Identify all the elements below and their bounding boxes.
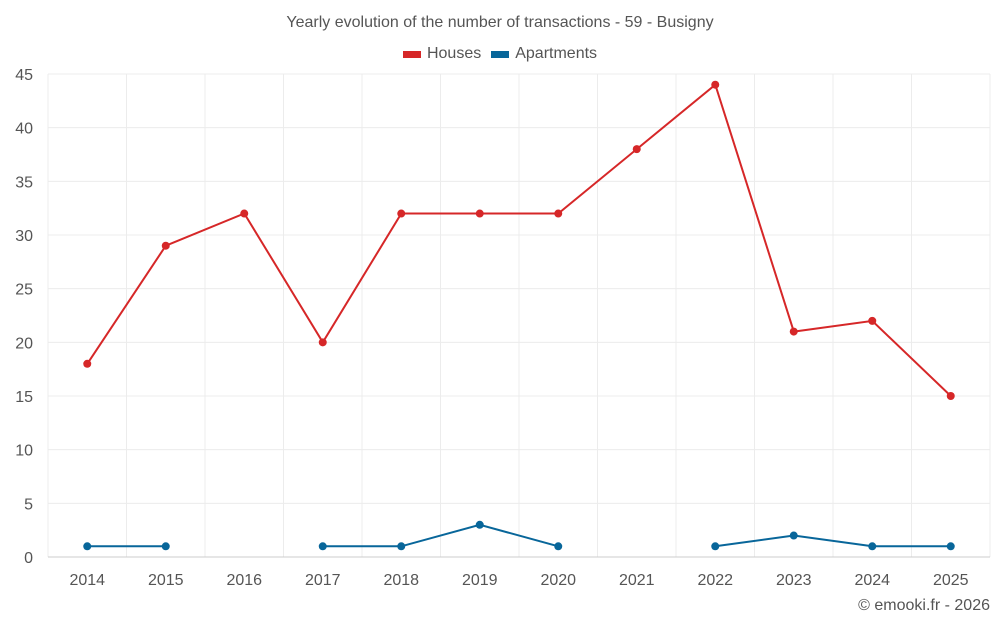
legend-item-apartments[interactable]: Apartments [491,45,597,63]
x-tick-label: 2019 [462,572,498,589]
data-point-houses [397,209,406,218]
y-tick-label: 15 [15,389,33,406]
data-point-apartments [789,531,798,540]
data-point-apartments [475,520,484,529]
x-tick-label: 2018 [383,572,419,589]
data-point-apartments [868,542,877,551]
series-line-houses [86,82,952,397]
data-point-houses [240,209,249,218]
legend-label-houses: Houses [426,45,482,62]
data-point-apartments [83,542,92,551]
credit-text: © emooki.fr - 2026 [858,597,990,614]
data-point-houses [83,359,92,368]
x-tick-label: 2021 [619,572,655,589]
series-line-apartments [322,523,559,548]
data-point-apartments [161,542,170,551]
data-point-apartments [946,542,955,551]
x-tick-label: 2017 [305,572,341,589]
data-point-houses [554,209,563,218]
series-line-apartments [715,534,951,548]
data-point-apartments [554,542,563,551]
x-tick-label: 2020 [540,572,576,589]
legend-item-houses[interactable]: Houses [402,45,482,63]
y-tick-label: 25 [15,282,33,299]
y-tick-label: 10 [15,443,33,460]
x-tick-label: 2024 [854,572,890,589]
data-point-houses [475,209,484,218]
legend-swatch-houses [402,50,421,58]
data-point-houses [318,338,327,347]
y-tick-label: 5 [24,496,33,513]
y-tick-label: 35 [15,174,33,191]
data-point-apartments [397,542,406,551]
data-point-houses [632,145,641,154]
y-tick-label: 40 [15,121,33,138]
data-point-apartments [711,542,720,551]
data-point-houses [789,327,798,336]
chart-title: Yearly evolution of the number of transa… [286,14,714,31]
y-tick-label: 0 [24,550,33,567]
legend: Houses Apartments [0,45,1000,63]
x-tick-label: 2015 [148,572,184,589]
x-tick-label: 2023 [776,572,812,589]
x-tick-label: 2022 [697,572,733,589]
legend-label-apartments: Apartments [515,45,598,62]
y-tick-label: 45 [15,67,33,84]
data-point-houses [711,80,720,89]
x-tick-label: 2014 [69,572,105,589]
data-point-houses [161,241,170,250]
data-point-apartments [318,542,327,551]
x-tick-label: 2025 [933,572,969,589]
data-point-houses [868,316,877,325]
x-tick-label: 2016 [226,572,262,589]
y-tick-label: 30 [15,228,33,245]
data-point-houses [946,392,955,400]
legend-swatch-apartments [491,50,510,58]
y-tick-label: 20 [15,335,33,352]
